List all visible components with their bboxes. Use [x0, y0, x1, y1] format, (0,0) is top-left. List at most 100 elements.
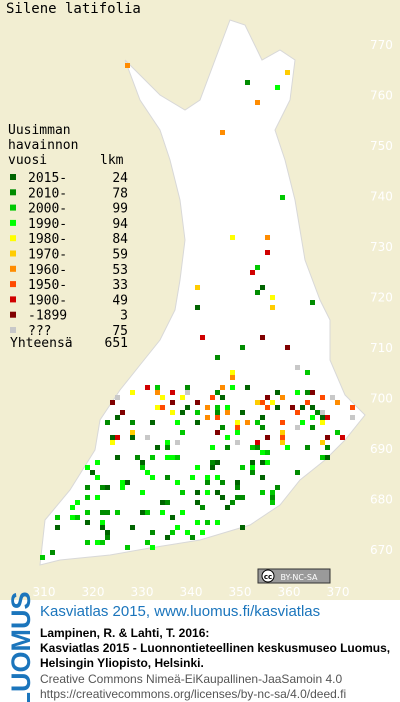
record-square: [180, 430, 185, 435]
record-square: [195, 490, 200, 495]
record-square: [215, 410, 220, 415]
legend-label: -1899: [28, 309, 67, 324]
record-square: [215, 460, 220, 465]
record-square: [225, 445, 230, 450]
license-url: https://creativecommons.org/licenses/by-…: [40, 687, 346, 701]
legend-label: 1900-: [28, 293, 67, 308]
record-square: [210, 465, 215, 470]
record-square: [205, 415, 210, 420]
record-square: [290, 405, 295, 410]
record-square: [320, 455, 325, 460]
record-square: [85, 540, 90, 545]
license-text: Creative Commons Nimeä-EiKaupallinen-Jaa…: [40, 672, 342, 686]
record-square: [260, 400, 265, 405]
record-square: [230, 385, 235, 390]
record-square: [195, 285, 200, 290]
record-square: [195, 420, 200, 425]
record-square: [325, 435, 330, 440]
record-square: [325, 415, 330, 420]
record-square: [320, 440, 325, 445]
record-square: [275, 390, 280, 395]
record-square: [270, 495, 275, 500]
record-square: [95, 495, 100, 500]
record-square: [310, 300, 315, 305]
record-square: [260, 475, 265, 480]
record-square: [220, 385, 225, 390]
legend-heading: Uusimman: [8, 123, 71, 138]
record-square: [130, 420, 135, 425]
record-square: [295, 410, 300, 415]
record-square: [205, 520, 210, 525]
record-square: [120, 485, 125, 490]
record-square: [235, 485, 240, 490]
legend-swatch: [10, 250, 16, 257]
record-square: [310, 405, 315, 410]
record-square: [165, 535, 170, 540]
record-square: [120, 410, 125, 415]
record-square: [225, 435, 230, 440]
record-square: [175, 440, 180, 445]
record-square: [100, 485, 105, 490]
record-square: [115, 435, 120, 440]
record-square: [320, 410, 325, 415]
record-square: [315, 410, 320, 415]
record-square: [160, 395, 165, 400]
record-square: [260, 460, 265, 465]
record-square: [165, 445, 170, 450]
record-square: [105, 535, 110, 540]
legend-total-label: Yhteensä: [10, 336, 73, 351]
record-square: [170, 455, 175, 460]
record-square: [170, 530, 175, 535]
record-square: [170, 515, 175, 520]
grid-y-label: 700: [370, 392, 393, 406]
record-square: [125, 63, 130, 68]
record-square: [170, 400, 175, 405]
legend-label: ???: [28, 324, 51, 339]
record-square: [225, 405, 230, 410]
record-square: [160, 510, 165, 515]
grid-x-label: 370: [327, 585, 350, 599]
record-square: [165, 500, 170, 505]
record-square: [180, 490, 185, 495]
record-square: [265, 250, 270, 255]
record-square: [260, 490, 265, 495]
record-square: [205, 405, 210, 410]
record-square: [75, 515, 80, 520]
record-square: [210, 445, 215, 450]
record-square: [325, 455, 330, 460]
record-square: [260, 335, 265, 340]
record-square: [260, 415, 265, 420]
record-square: [245, 80, 250, 85]
record-square: [175, 420, 180, 425]
record-square: [115, 455, 120, 460]
record-square: [145, 435, 150, 440]
record-square: [320, 415, 325, 420]
record-square: [155, 390, 160, 395]
record-square: [235, 480, 240, 485]
record-square: [180, 510, 185, 515]
grid-y-label: 670: [370, 543, 393, 557]
record-square: [220, 130, 225, 135]
legend-count-header: lkm: [100, 153, 124, 168]
record-square: [240, 465, 245, 470]
grid-x-label: 360: [278, 585, 301, 599]
record-square: [225, 410, 230, 415]
record-square: [310, 425, 315, 430]
record-square: [200, 335, 205, 340]
citation: Helsingin Yliopisto, Helsinki.: [40, 656, 204, 670]
record-square: [265, 435, 270, 440]
record-square: [175, 480, 180, 485]
record-square: [250, 270, 255, 275]
record-square: [140, 465, 145, 470]
record-square: [240, 345, 245, 350]
grid-x-label: 320: [82, 585, 105, 599]
record-square: [225, 505, 230, 510]
citation: Lampinen, R. & Lahti, T. 2016:: [40, 626, 209, 640]
record-square: [85, 520, 90, 525]
record-square: [280, 395, 285, 400]
record-square: [240, 495, 245, 500]
record-square: [310, 415, 315, 420]
grid-y-label: 760: [370, 89, 393, 103]
record-square: [105, 420, 110, 425]
